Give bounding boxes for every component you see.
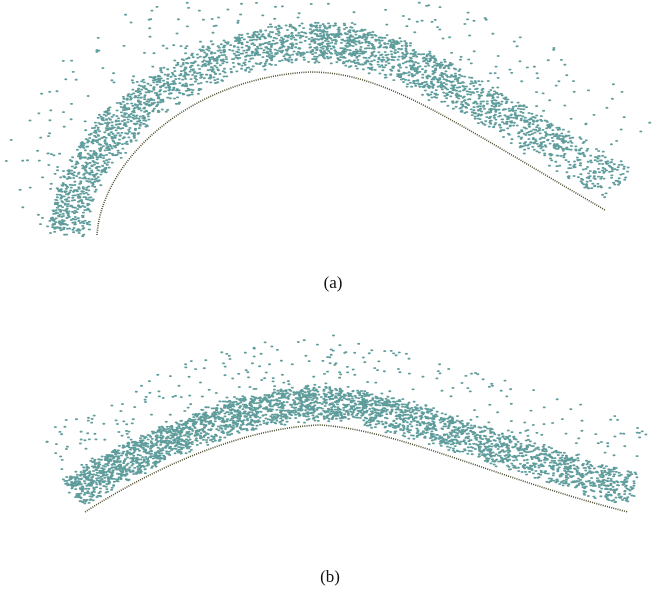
point-cloud — [46, 336, 646, 504]
figure: (a) (b) — [0, 0, 653, 596]
caption: (a) — [324, 273, 343, 292]
trajectory — [97, 72, 605, 235]
panel-a — [6, 3, 651, 237]
caption: (b) — [320, 567, 340, 586]
point-cloud — [6, 3, 651, 237]
page: (a) (b) (() => { const data = JSON.parse… — [0, 0, 653, 596]
panel-b — [46, 336, 646, 513]
